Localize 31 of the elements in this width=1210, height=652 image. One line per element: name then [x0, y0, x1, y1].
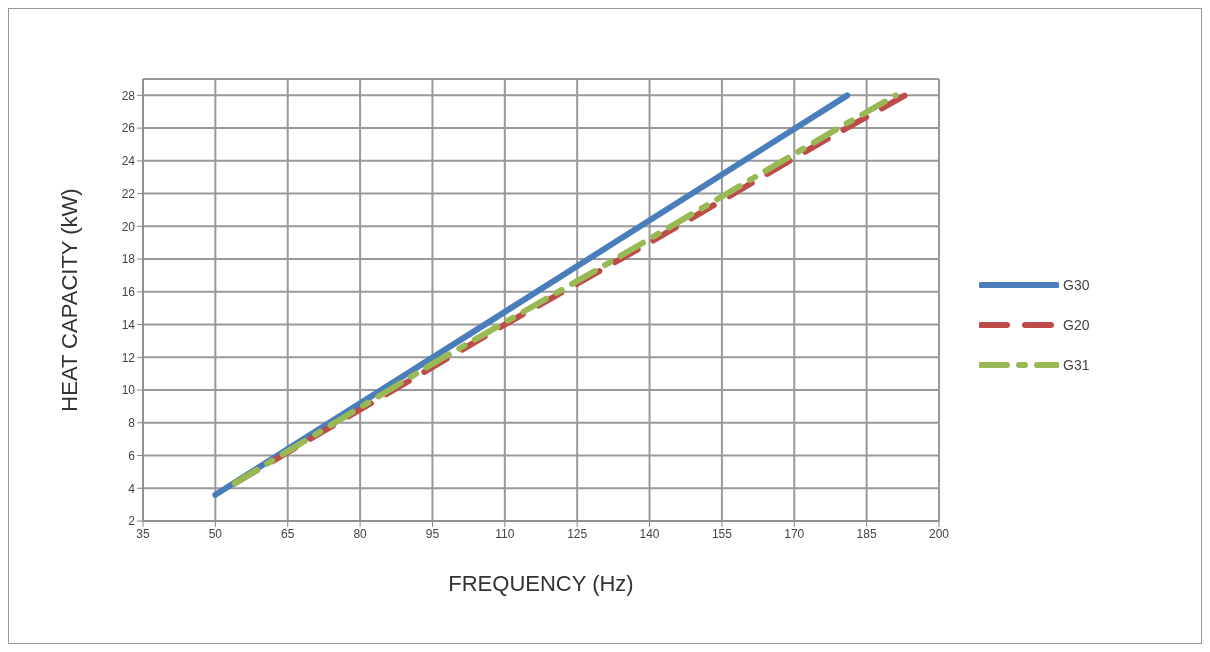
y-axis-title: HEAT CAPACITY (kW)	[56, 188, 82, 412]
x-tick-label: 35	[136, 526, 150, 541]
y-tick-label: 12	[121, 350, 136, 365]
x-tick-label: 140	[639, 526, 660, 541]
text: G20	[1063, 317, 1090, 333]
x-axis-title: FREQUENCY (Hz)	[448, 571, 634, 596]
x-tick-label: 155	[711, 526, 733, 541]
x-tick-label: 80	[353, 526, 368, 541]
text: G30	[1063, 277, 1090, 293]
y-tick-label: 2	[128, 514, 136, 529]
x-tick-label: 110	[495, 526, 515, 541]
y-tick-label: 24	[121, 154, 136, 169]
x-tick-label: 125	[567, 526, 588, 541]
y-tick-label: 26	[121, 121, 136, 136]
y-tick-label: 18	[121, 252, 136, 267]
text: G31	[1063, 357, 1090, 373]
y-tick-label: 6	[128, 448, 136, 463]
y-tick-label: 8	[128, 416, 136, 431]
y-tick-label: 22	[121, 186, 136, 201]
y-tick-label: 14	[121, 317, 136, 332]
y-tick-label: 10	[121, 383, 136, 398]
x-tick-label: 50	[208, 526, 223, 541]
y-tick-label: 28	[121, 88, 136, 103]
x-tick-label: 185	[856, 526, 877, 541]
x-tick-label: 95	[425, 526, 440, 541]
x-tick-label: 200	[928, 526, 950, 541]
y-tick-label: 20	[121, 219, 136, 234]
x-tick-label: 65	[281, 526, 295, 541]
y-tick-label: 16	[121, 285, 136, 300]
y-tick-label: 4	[128, 481, 136, 496]
x-tick-label: 170	[784, 526, 805, 541]
